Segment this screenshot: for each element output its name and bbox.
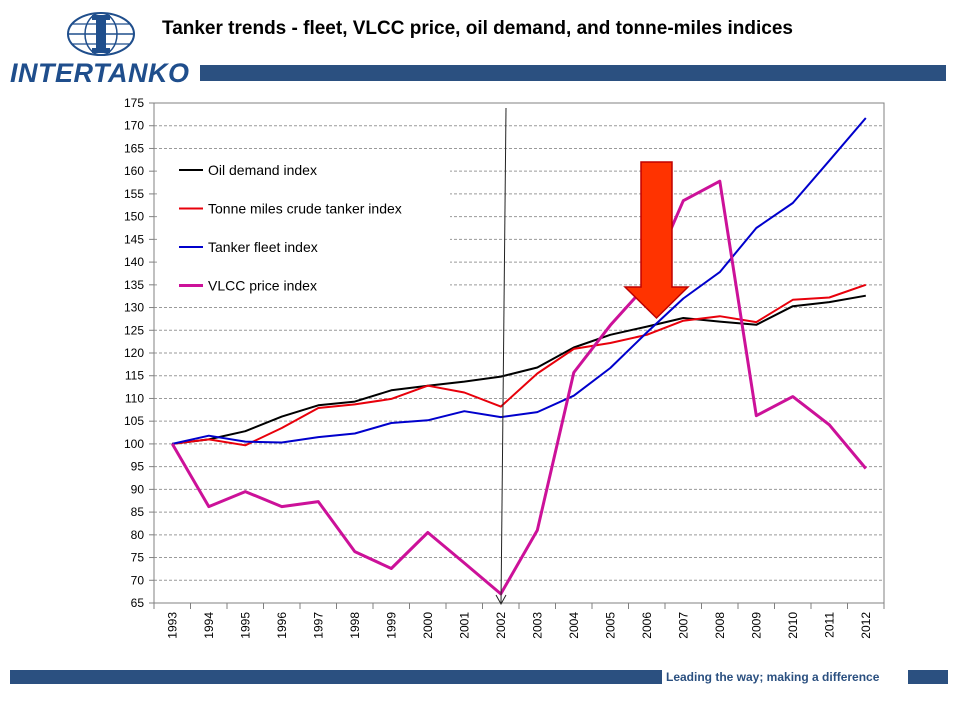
y-tick-label: 145	[124, 232, 144, 246]
y-tick-label: 75	[131, 551, 145, 565]
axes	[149, 102, 885, 609]
x-tick-label: 1998	[348, 612, 362, 639]
series-line-2	[172, 117, 867, 445]
annotation-pointer-line	[500, 107, 507, 605]
y-tick-label: 80	[131, 528, 145, 542]
y-tick-label: 150	[124, 210, 144, 224]
annotations	[495, 107, 690, 606]
y-tick-label: 140	[124, 255, 144, 269]
x-tick-label: 1993	[165, 612, 179, 639]
x-tick-label: 2011	[822, 612, 836, 638]
y-tick-label: 95	[131, 460, 145, 474]
y-tick-label: 70	[131, 573, 145, 587]
x-tick-label: 1999	[384, 612, 398, 639]
x-tick-label: 2008	[713, 612, 727, 639]
x-tick-label: 2003	[530, 612, 544, 639]
footer-tagline: Leading the way; making a difference	[666, 670, 880, 684]
legend-label-0: Oil demand index	[208, 162, 317, 178]
y-tick-label: 105	[124, 414, 144, 428]
x-tick-label: 2012	[859, 612, 873, 639]
footer-bar-right	[908, 670, 948, 684]
x-tick-label: 2007	[676, 612, 690, 639]
x-tick-label: 1997	[311, 612, 325, 639]
y-tick-label: 170	[124, 119, 144, 133]
y-tick-label: 90	[131, 482, 145, 496]
y-tick-label: 65	[131, 596, 145, 610]
legend-box	[158, 149, 450, 307]
series-line-3	[171, 179, 867, 596]
legend-label-3: VLCC price index	[208, 278, 317, 294]
y-tick-label: 115	[125, 369, 144, 383]
x-tick-label: 1996	[275, 612, 289, 639]
x-tick-label: 2002	[494, 612, 508, 639]
x-tick-label: 1995	[238, 612, 252, 639]
y-tick-label: 100	[124, 437, 144, 451]
legend-label-2: Tanker fleet index	[208, 239, 318, 255]
y-tick-label: 110	[125, 391, 144, 405]
red-down-arrow-icon	[623, 161, 690, 320]
x-tick-label: 2009	[749, 612, 763, 639]
y-tick-label: 125	[124, 323, 144, 337]
x-tick-label: 1994	[202, 612, 216, 639]
y-tick-label: 135	[124, 278, 144, 292]
x-tick-label: 2005	[603, 612, 617, 639]
legend-label-1: Tonne miles crude tanker index	[208, 201, 402, 217]
y-tick-label: 130	[124, 301, 144, 315]
series-line-1	[172, 283, 867, 447]
y-tick-label: 165	[124, 141, 144, 155]
x-tick-label: 2001	[457, 612, 471, 639]
footer-bar-left	[10, 670, 662, 684]
header-divider-bar	[200, 65, 946, 81]
legend: Oil demand index Tonne miles crude tanker…	[158, 149, 450, 307]
y-tick-label: 175	[124, 96, 144, 110]
y-tick-labels: 65 70 75 80 85 90 95 100 105 110 115 120 125 130 135 14…	[124, 96, 144, 610]
logo-wordmark: INTERTANKO	[10, 58, 190, 88]
y-tick-label: 155	[124, 187, 144, 201]
y-tick-label: 120	[124, 346, 144, 360]
series-line-0	[172, 294, 866, 445]
y-tick-label: 85	[131, 505, 145, 519]
page-title: Tanker trends - fleet, VLCC price, oil d…	[162, 18, 793, 39]
x-tick-label: 2006	[640, 612, 654, 639]
x-tick-label: 2004	[567, 612, 581, 639]
series-lines	[171, 117, 867, 596]
annotation-pointer-arrowhead	[495, 594, 507, 606]
globe-logo-icon	[67, 12, 135, 56]
line-chart: 65 70 75 80 85 90 95 100 105 110 115 120 125 130 135 14…	[124, 96, 885, 639]
x-tick-label: 2000	[421, 612, 435, 639]
y-tick-label: 160	[124, 164, 144, 178]
x-tick-label: 2010	[786, 612, 800, 639]
x-tick-labels: 1993 1994 1995 1996 1997 1998 1999 2000 2001 2002…	[165, 612, 873, 639]
